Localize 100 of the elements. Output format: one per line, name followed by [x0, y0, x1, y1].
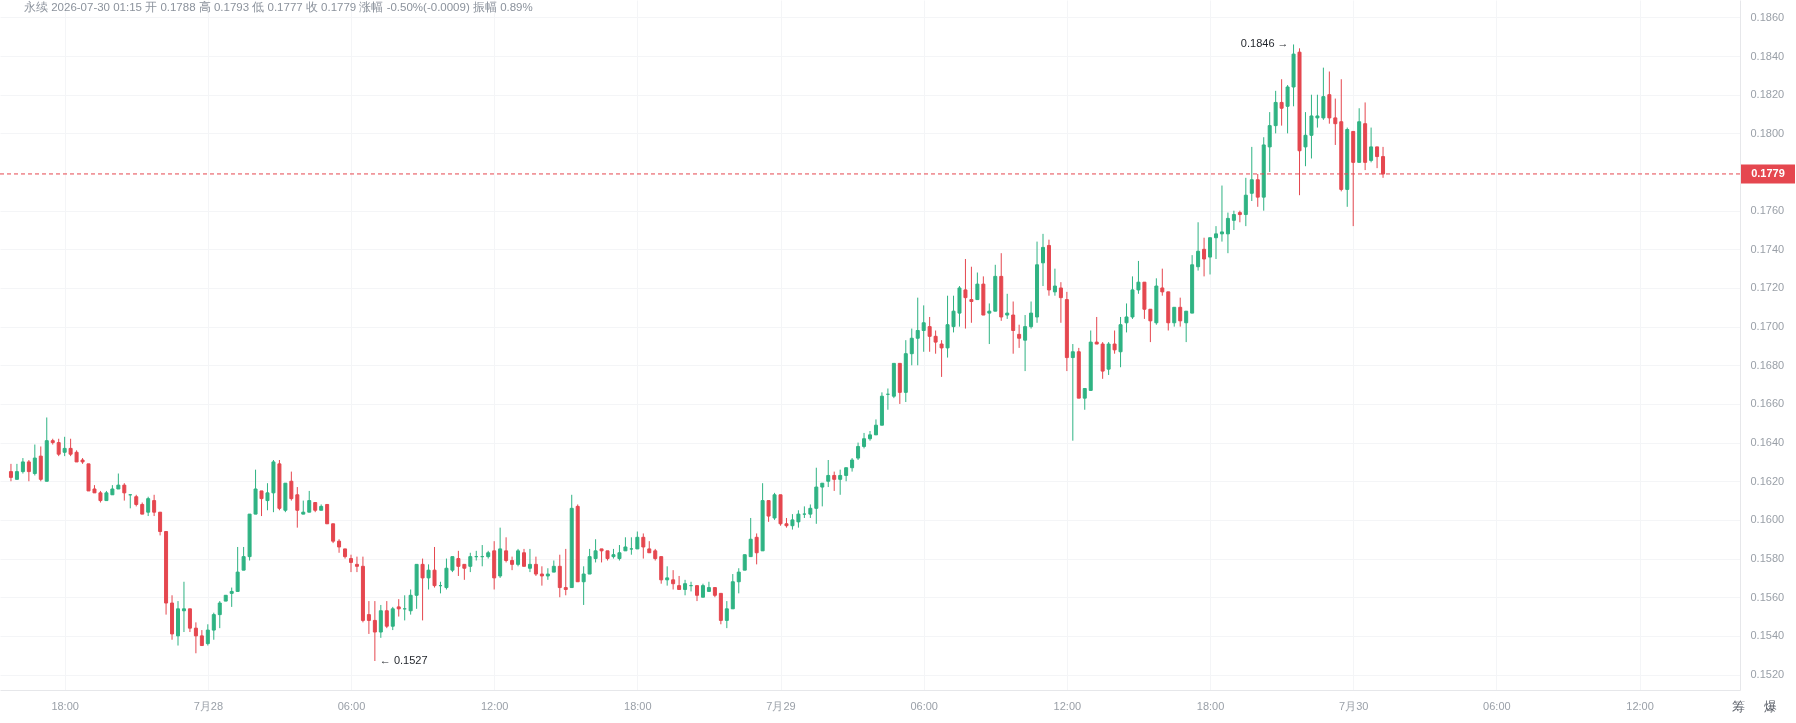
y-tick-label: 0.1560: [1750, 590, 1785, 603]
candlestick: [1208, 237, 1213, 275]
candlestick: [724, 600, 729, 629]
y-tick-label: 0.1620: [1750, 474, 1785, 487]
annotation: 0.1846 →: [1240, 37, 1289, 50]
candlestick: [772, 492, 777, 521]
candlestick: [235, 546, 240, 592]
candlestick: [683, 579, 688, 596]
candlestick: [659, 556, 664, 585]
candlestick: [814, 467, 819, 525]
candlestick: [1178, 297, 1183, 328]
candlestick: [641, 532, 646, 560]
candlestick: [1082, 387, 1087, 411]
candlestick: [533, 556, 538, 577]
candlestick: [1249, 146, 1254, 202]
candlestick: [1005, 293, 1010, 320]
candlestick: [1029, 301, 1034, 330]
candlestick: [307, 490, 312, 513]
y-tick-label: 0.1760: [1750, 204, 1785, 217]
candlestick: [205, 623, 210, 647]
candlestick: [1202, 237, 1207, 277]
candlestick: [987, 302, 992, 345]
candlestick: [211, 612, 216, 641]
candlestick: [1058, 281, 1063, 324]
y-tick-label: 0.1680: [1750, 358, 1785, 371]
candlestick: [1273, 90, 1278, 134]
candlestick: [432, 546, 437, 589]
candlestick: [504, 536, 509, 563]
candlestick: [1196, 221, 1201, 272]
candlestick: [217, 600, 222, 629]
candlestick: [1369, 127, 1374, 163]
x-tick-label: 12:00: [1626, 699, 1654, 712]
x-tick-label: 7月28: [193, 699, 224, 712]
candlestick: [557, 554, 562, 598]
candlestick: [420, 558, 425, 621]
x-tick-label: 7月29: [766, 699, 796, 712]
candlestick: [390, 606, 395, 631]
candlestick: [187, 608, 192, 633]
candlestick: [1279, 78, 1284, 127]
candlestick: [1327, 71, 1332, 125]
x-tick-label: 18:00: [51, 699, 79, 712]
y-tick-label: 0.1540: [1750, 629, 1785, 642]
x-tick-label: 06:00: [337, 699, 366, 712]
candlestick: [868, 430, 872, 442]
y-tick-label: 0.1520: [1750, 668, 1785, 681]
candlestick: [14, 463, 19, 480]
candlestick: [1184, 310, 1189, 343]
candlestick: [1094, 316, 1099, 345]
x-tick-label: 12:00: [1053, 699, 1082, 712]
candlestick: [26, 459, 31, 482]
annotation: ← 0.1527: [379, 654, 428, 667]
candlestick: [337, 538, 342, 554]
chart-title: 永续 2026-07-30 01:15 开 0.1788 高 0.1793 低 0.1777 收 0.1779 涨幅 -0.50%(-0.0009) 振幅 0.89%: [24, 0, 533, 13]
candlestick: [939, 339, 944, 378]
candlestick: [349, 554, 353, 573]
candlestick: [820, 482, 825, 507]
candlestick: [677, 575, 682, 590]
candlestick: [289, 471, 294, 502]
candlestick: [146, 496, 151, 517]
candlestick: [32, 444, 37, 476]
candlestick: [629, 536, 634, 556]
candlestick: [354, 556, 359, 573]
candlestick: [1017, 324, 1022, 349]
candlestick: [1112, 330, 1117, 355]
candlestick: [909, 328, 914, 366]
x-tick-label: 12:00: [480, 699, 509, 712]
x-tick-label: 06:00: [1483, 699, 1511, 712]
x-tick-label: 18:00: [1196, 699, 1225, 712]
candlestick: [527, 548, 532, 573]
y-tick-label: 0.1700: [1750, 320, 1785, 333]
candlestick: [736, 567, 741, 594]
candlestick: [754, 532, 759, 565]
candlestick: [671, 569, 676, 590]
ref-line-label: 0.1779: [1751, 166, 1785, 179]
candlestick: [1231, 210, 1236, 231]
candlestick: [181, 581, 186, 633]
y-tick-label: 0.1720: [1750, 281, 1785, 294]
candlestick: [158, 511, 163, 536]
x-tick-label: 7月30: [1339, 699, 1369, 712]
candlestick: [545, 567, 550, 581]
candlestick: [1041, 233, 1045, 287]
candlestick: [1172, 306, 1177, 328]
y-tick-label: 0.1640: [1750, 436, 1785, 449]
x-tick-label: 18:00: [624, 699, 652, 712]
candlestick: [366, 600, 371, 635]
candlestick: [975, 272, 980, 301]
y-tick-label: 0.1660: [1750, 397, 1785, 410]
candlestick: [38, 445, 43, 482]
candlestick: [1023, 314, 1028, 372]
candlestick: [331, 523, 336, 544]
candlestick: [193, 621, 198, 654]
candlestick: [62, 436, 67, 457]
candlestick: [1052, 268, 1057, 297]
candlestick: [921, 304, 926, 353]
candlestick: [378, 604, 383, 639]
candlestick: [1214, 225, 1218, 260]
candlestick: [1070, 343, 1075, 442]
candlestick: [384, 600, 389, 629]
candlestick: [915, 297, 920, 366]
candlestick: [706, 581, 711, 592]
